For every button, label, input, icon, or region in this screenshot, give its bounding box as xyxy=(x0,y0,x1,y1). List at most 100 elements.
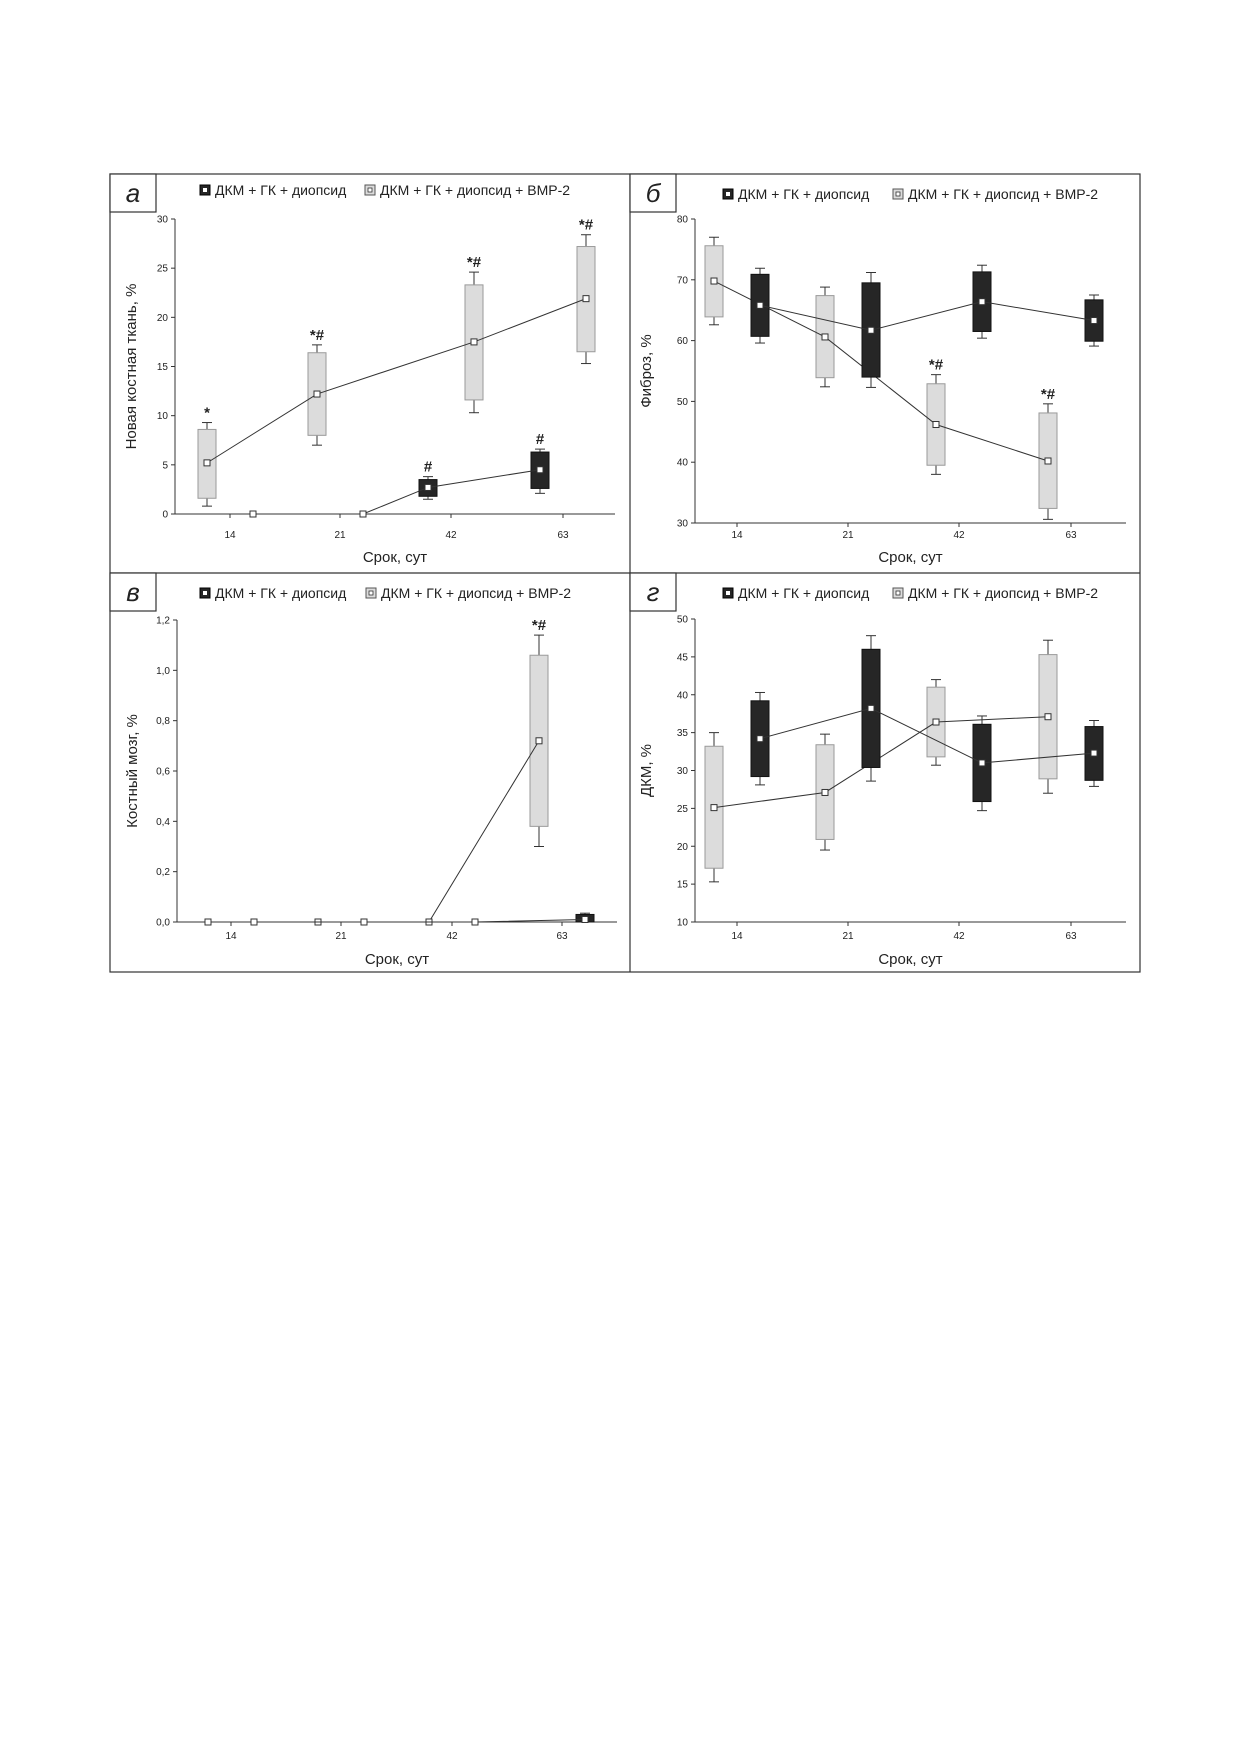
median-marker xyxy=(424,483,432,491)
y-tick-label: 0,2 xyxy=(156,867,170,878)
panel-a: а ДКМ + ГК + диопсид ДКМ + ГК + диопсид + … xyxy=(109,173,615,566)
y-tick-label: 35 xyxy=(677,728,689,739)
y-tick-label: 0 xyxy=(162,510,168,521)
panel-v: в ДКМ + ГК + диопсид ДКМ + ГК + диопсид + … xyxy=(109,572,617,968)
y-tick-label: 25 xyxy=(157,264,169,275)
median-marker xyxy=(1044,457,1052,465)
x-tick-label: 21 xyxy=(334,530,346,541)
y-tick-label: 30 xyxy=(677,519,689,530)
panel-letter: а xyxy=(126,178,140,208)
panel-letter-box xyxy=(629,173,677,213)
y-tick-label: 30 xyxy=(157,215,169,226)
x-tick-label: 63 xyxy=(1065,931,1077,942)
y-tick-label: 40 xyxy=(677,690,689,701)
panel-g: г ДКМ + ГК + диопсид ДКМ + ГК + диопсид + … xyxy=(629,572,1126,968)
legend-label-dark: ДКМ + ГК + диопсид xyxy=(738,186,869,202)
median-marker xyxy=(867,326,875,334)
legend-swatch-dark-marker xyxy=(726,192,730,196)
median-line xyxy=(253,469,541,515)
median-marker xyxy=(204,918,212,926)
legend-swatch-light-marker xyxy=(895,590,901,596)
median-marker xyxy=(360,918,368,926)
legend-swatch-light-marker xyxy=(367,187,373,193)
x-axis-label: Срок, сут xyxy=(878,951,942,968)
median-marker xyxy=(710,804,718,812)
y-tick-label: 50 xyxy=(677,397,689,408)
panel-letter: г xyxy=(647,577,660,607)
significance-mark: # xyxy=(424,459,433,476)
median-line xyxy=(254,918,586,923)
legend-swatch-dark-marker xyxy=(726,591,730,595)
median-marker xyxy=(313,390,321,398)
y-axis-label: Фиброз, % xyxy=(638,334,655,407)
legend-swatch-light-marker xyxy=(895,191,901,197)
significance-mark: *# xyxy=(310,327,325,344)
median-marker xyxy=(710,277,718,285)
significance-mark: *# xyxy=(929,357,944,374)
y-axis-label: Новая костная ткань, % xyxy=(123,284,140,450)
x-axis-label: Срок, сут xyxy=(363,549,427,566)
x-tick-label: 21 xyxy=(842,931,854,942)
x-tick-label: 63 xyxy=(556,931,568,942)
median-marker xyxy=(471,918,479,926)
panel-letter-box xyxy=(109,173,157,213)
legend-swatch-dark-marker xyxy=(203,591,207,595)
x-tick-label: 14 xyxy=(731,931,743,942)
median-marker xyxy=(932,421,940,429)
significance-mark: *# xyxy=(532,617,547,634)
median-marker xyxy=(978,298,986,306)
y-tick-label: 0,0 xyxy=(156,918,170,929)
x-tick-label: 63 xyxy=(1065,530,1077,541)
x-tick-label: 42 xyxy=(446,931,458,942)
y-tick-label: 5 xyxy=(162,460,168,471)
significance-mark: * xyxy=(204,405,210,422)
legend-label-light: ДКМ + ГК + диопсид + BMP-2 xyxy=(380,182,570,198)
x-tick-label: 21 xyxy=(335,931,347,942)
y-tick-label: 15 xyxy=(677,880,689,891)
median-line xyxy=(759,301,1095,331)
legend-label-dark: ДКМ + ГК + диопсид xyxy=(215,585,346,601)
panel-letter-box xyxy=(109,572,157,612)
x-tick-label: 42 xyxy=(953,530,965,541)
significance-mark: *# xyxy=(467,254,482,271)
y-tick-label: 0,6 xyxy=(156,767,170,778)
y-tick-label: 25 xyxy=(677,804,689,815)
y-tick-label: 50 xyxy=(677,615,689,626)
x-tick-label: 63 xyxy=(557,530,569,541)
median-marker xyxy=(250,918,258,926)
y-tick-label: 30 xyxy=(677,766,689,777)
median-marker xyxy=(1090,749,1098,757)
median-marker xyxy=(249,510,257,518)
y-tick-label: 10 xyxy=(677,918,689,929)
median-marker xyxy=(535,737,543,745)
x-tick-label: 42 xyxy=(445,530,457,541)
median-marker xyxy=(821,788,829,796)
median-line xyxy=(206,298,587,464)
legend-label-light: ДКМ + ГК + диопсид + BMP-2 xyxy=(908,186,1098,202)
y-tick-label: 1,0 xyxy=(156,666,170,677)
y-tick-label: 40 xyxy=(677,458,689,469)
y-tick-label: 80 xyxy=(677,215,689,226)
y-axis-label: ДКМ, % xyxy=(638,744,655,797)
median-marker xyxy=(1044,713,1052,721)
y-axis-label: Костный мозг, % xyxy=(124,714,141,828)
median-marker xyxy=(536,466,544,474)
y-tick-label: 20 xyxy=(157,313,169,324)
y-tick-label: 45 xyxy=(677,652,689,663)
legend-label-light: ДКМ + ГК + диопсид + BMP-2 xyxy=(381,585,571,601)
significance-mark: # xyxy=(536,431,545,448)
y-tick-label: 1,2 xyxy=(156,616,170,627)
median-marker xyxy=(932,718,940,726)
median-marker xyxy=(867,704,875,712)
x-tick-label: 14 xyxy=(731,530,743,541)
x-tick-label: 21 xyxy=(842,530,854,541)
legend-swatch-light-marker xyxy=(368,590,374,596)
y-tick-label: 60 xyxy=(677,336,689,347)
panel-letter-box xyxy=(629,572,677,612)
significance-mark: *# xyxy=(1041,386,1056,403)
y-tick-label: 20 xyxy=(677,842,689,853)
median-line xyxy=(208,740,540,923)
median-marker xyxy=(821,333,829,341)
median-marker xyxy=(359,510,367,518)
